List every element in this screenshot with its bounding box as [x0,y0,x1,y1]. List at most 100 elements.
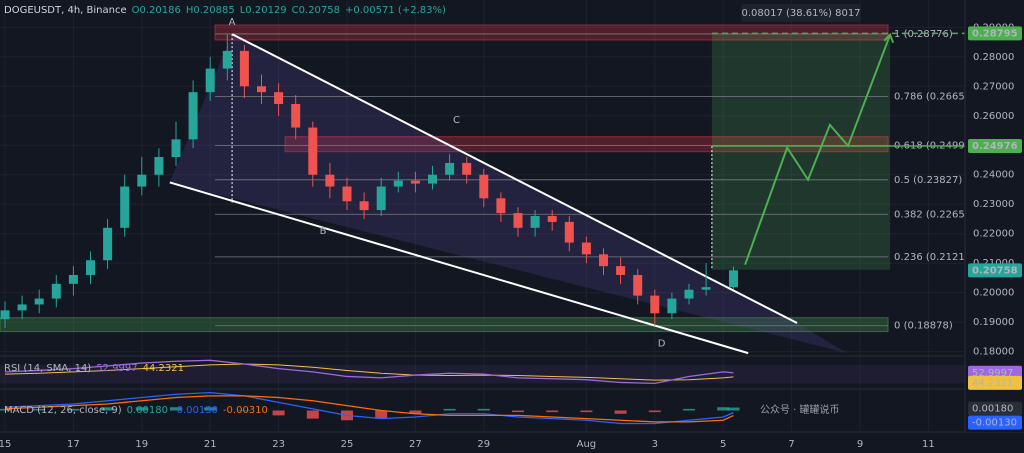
chart-header: DOGEUSDT, 4h, Binance O0.20186 H0.20885 L0.… [4,5,446,16]
price-axis [965,0,1024,432]
candle-body [462,162,472,175]
price-tag-label: 0.20758 [972,265,1018,276]
candle-body [530,216,540,228]
pane-tag-label: 44.2321 [972,378,1013,389]
macd-hist-bar [238,410,251,411]
header-part: H0.20885 [186,5,235,16]
legend-value: 44.2321 [143,363,184,374]
y-tick-label: 0.19000 [973,317,1014,328]
fib-label: 0.5 (0.23827) [894,175,962,186]
candle-body [427,174,437,184]
candle-body [616,266,626,275]
y-tick-label: 0.20000 [973,288,1014,299]
x-tick-label: 23 [272,439,285,450]
fib-label: 0.786 (0.26658) [894,91,975,102]
point-label: D [658,339,666,350]
legend-value: 52.9997 [96,363,137,374]
macd-hist-bar [101,407,114,411]
macd-hist-bar [717,407,730,411]
macd-hist-bar [648,410,661,413]
candle-body [103,227,113,261]
zone [214,24,889,41]
candle-body [445,162,455,175]
header-title: DOGEUSDT, 4h, Binance [4,5,127,16]
pane-tag-label: 52.9997 [972,368,1013,379]
point-label: B [320,226,327,237]
zone [284,136,889,153]
signal-line [4,395,734,423]
candle-body [410,180,420,184]
y-tick-label: 0.26000 [973,111,1014,122]
candle-body [393,180,403,187]
candle-body [684,289,694,299]
candle-body [728,270,738,288]
macd-hist-bar [33,408,46,411]
candle-body [701,287,711,290]
price-tag [968,26,1022,41]
macd-legend: MACD (12, 26, close, 9) 0.00180 -0.00130 -0… [4,405,268,416]
x-tick-label: 15 [0,439,11,450]
rsi-legend: RSI (14, SMA, 14) 52.9997 44.2321 [4,363,184,374]
price-tag-label: 0.28795 [972,28,1018,39]
candle-body [325,174,335,187]
macd-hist-bar [477,408,490,411]
fib-label: 1 (0.28776) [894,29,953,40]
fib-label: 0.236 (0.21214) [894,252,975,263]
macd-hist-bar [683,408,696,411]
macd-hist-bar [306,410,319,419]
candle-body [171,139,181,158]
candle-body [0,310,10,320]
candle-body [205,68,215,93]
macd-hist-bar [580,410,593,413]
fib-label: 0.382 (0.22659) [894,209,975,220]
macd-hist-bar [512,410,525,413]
pane-tag-label: 0.00180 [972,404,1013,415]
macd-hist-bar [204,407,217,411]
candle-body [137,174,147,187]
x-tick-label: 7 [788,439,794,450]
x-tick-label: Aug [577,439,597,450]
y-tick-label: 0.23000 [973,199,1014,210]
x-tick-label: 3 [652,439,658,450]
measure-tooltip-label: 0.08017 (38.61%) 8017 [741,8,860,19]
x-tick-label: 21 [204,439,217,450]
macd-line [4,391,734,425]
y-tick-label: 0.28000 [973,52,1014,63]
pane-tag [968,415,1022,430]
candle-body [376,186,386,211]
pattern-line [231,33,798,324]
macd-hist-bar [409,410,422,414]
macd-hist-bar [375,410,388,419]
candle-body [291,103,301,128]
price-tag [968,138,1022,153]
header-part: L0.20129 [240,5,287,16]
candle-body [359,201,369,211]
macd-hist-bar [0,408,11,411]
projection-path [744,34,892,265]
x-tick-label: 9 [857,439,863,450]
macd-hist-bar [272,410,285,416]
candle-body [496,198,506,214]
x-tick-label: 25 [341,439,354,450]
macd-hist-bar [546,410,559,413]
pattern-line [169,181,749,355]
macd-hist-bar [169,407,182,411]
y-tick-label: 0.18000 [973,347,1014,358]
candle-body [667,298,677,314]
pane-tag [968,375,1022,390]
candle-body [547,216,557,222]
candle-body [274,92,284,104]
y-tick-label: 0.27000 [973,81,1014,92]
rsi-sma-line [4,363,734,381]
candle-body [34,298,44,305]
candle-body [633,274,643,296]
candle-body [120,186,130,228]
candle-body [581,242,591,255]
rsi-line [4,359,734,385]
candle-body [342,186,352,202]
price-tag [968,263,1022,278]
x-tick-label: 19 [135,439,148,450]
wedge-fill [169,34,848,354]
candle-body [599,254,609,267]
